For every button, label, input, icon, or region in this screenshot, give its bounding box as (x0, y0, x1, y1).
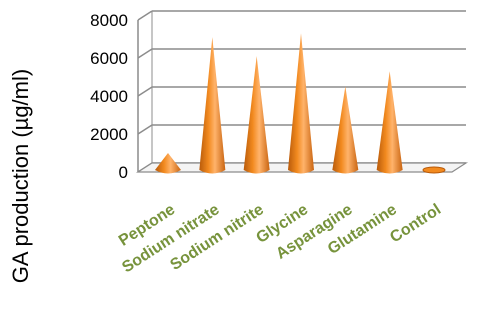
bar-control (422, 166, 446, 174)
y-tick-label: 6000 (90, 49, 128, 68)
x-category-label: Control (387, 201, 444, 246)
bar-glutamine (376, 71, 403, 174)
bar-asparagine (332, 86, 359, 174)
bar-sodium-nitrate (199, 37, 226, 174)
y-axis-ticks: 0 2000 4000 6000 8000 (90, 11, 128, 182)
y-axis-title: GA production (µg/ml) (8, 69, 33, 283)
bar-peptone (155, 153, 181, 174)
bar-shape (288, 33, 314, 174)
gridline-side (137, 10, 153, 21)
gridline-side (137, 124, 153, 135)
y-tick-label: 0 (119, 163, 128, 182)
bar-shape (422, 166, 446, 174)
y-tick-label: 2000 (90, 125, 128, 144)
y-tick-label: 4000 (90, 87, 128, 106)
bar-shape (155, 153, 181, 174)
gridline-side (137, 48, 153, 59)
bars (155, 33, 446, 174)
gridline-side (137, 86, 153, 97)
bar-shape (332, 86, 359, 174)
bar-shape (376, 71, 403, 174)
bar-glycine (288, 33, 314, 174)
bar-sodium-nitrite (243, 56, 270, 174)
bar-shape (199, 37, 226, 174)
bar-shape (243, 56, 270, 174)
y-tick-label: 8000 (90, 11, 128, 30)
